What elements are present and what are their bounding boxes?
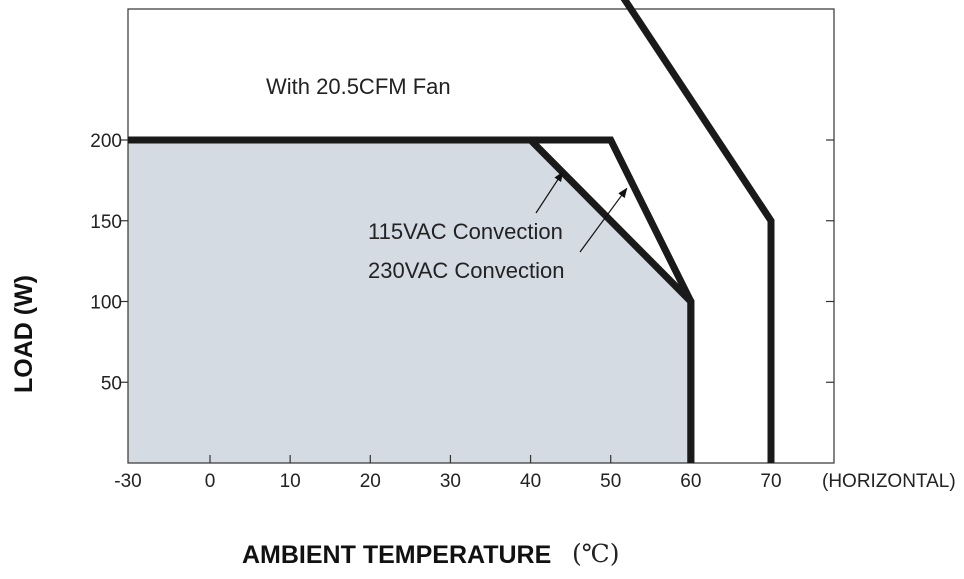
x-tick: 10	[280, 455, 301, 492]
x-tick-label: -30	[114, 471, 141, 492]
annotation-2: 115VAC Convection	[368, 171, 564, 244]
x-axis-title: AMBIENT TEMPERATURE	[242, 541, 551, 569]
x-tick: 40	[520, 455, 541, 492]
x-tick-label: 70	[760, 471, 781, 492]
x-tick: -30	[114, 471, 141, 492]
x-axis-title-unit: (℃)	[572, 539, 619, 568]
y-tick-label: 100	[90, 293, 122, 314]
series-line-3	[128, 136, 695, 463]
y-tick: 100	[90, 293, 834, 314]
annotation-arrow	[579, 187, 628, 253]
x-tick-label: 40	[520, 471, 541, 492]
convection-fill-area	[128, 140, 691, 463]
x-tick-label: 60	[680, 471, 701, 492]
x-tick-label: 30	[440, 471, 461, 492]
annotation-3: 230VAC Convection	[368, 187, 628, 283]
x-tick: 20	[360, 455, 381, 492]
annotation-1: With 20.5CFM Fan	[266, 74, 451, 99]
series-line-1	[620, 0, 775, 463]
x-tick-label: 50	[600, 471, 621, 492]
annotation-label: 115VAC Convection	[368, 219, 563, 244]
x-tick: 30	[440, 455, 461, 492]
y-tick: 150	[90, 212, 834, 233]
x-tick: 0	[205, 455, 216, 492]
y-tick-label: 50	[101, 373, 122, 394]
series-lines	[128, 0, 775, 463]
x-axis-ticks: -30 0 10 20 30 40 50 60 70	[114, 455, 782, 492]
annotation-label: 230VAC Convection	[368, 258, 565, 283]
annotation-label: With 20.5CFM Fan	[266, 74, 451, 99]
x-tick-label: 10	[280, 471, 301, 492]
annotations: With 20.5CFM Fan 115VAC Convection 230VAC …	[266, 74, 628, 283]
plot-frame	[127, 8, 835, 464]
x-tick-label: 0	[205, 471, 216, 492]
x-tick: 50	[600, 455, 621, 492]
y-tick-label: 150	[90, 212, 122, 233]
x-tick-label: 20	[360, 471, 381, 492]
y-axis-title: LOAD (W)	[10, 275, 38, 393]
x-axis-title-group: AMBIENT TEMPERATURE (℃)	[242, 539, 619, 569]
x-axis-note: (HORIZONTAL)	[822, 471, 956, 492]
annotation-arrow	[535, 171, 564, 214]
y-tick-label: 200	[90, 131, 122, 152]
y-axis-ticks: 50100150200300	[90, 131, 834, 394]
y-tick: 200	[90, 131, 834, 152]
y-tick: 50	[101, 373, 834, 394]
